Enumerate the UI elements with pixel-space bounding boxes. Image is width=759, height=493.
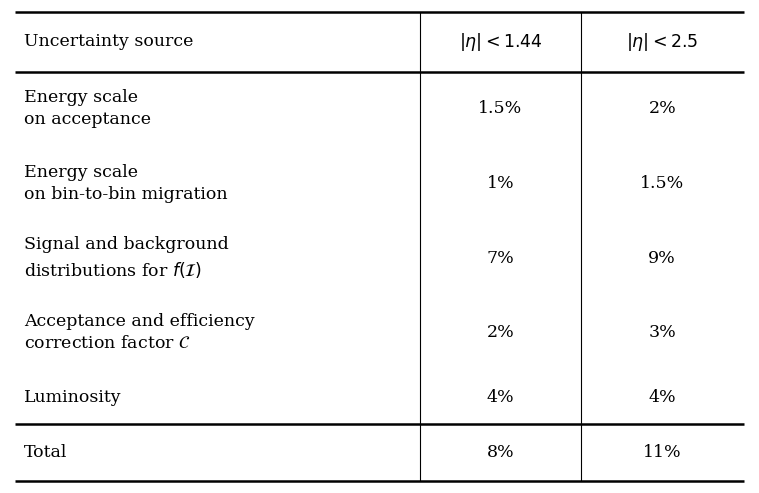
Text: 11%: 11% [643, 444, 682, 461]
Text: $|\eta| < 1.44$: $|\eta| < 1.44$ [458, 31, 542, 53]
Text: 1.5%: 1.5% [640, 175, 685, 192]
Text: Energy scale
on acceptance: Energy scale on acceptance [24, 89, 151, 128]
Text: 4%: 4% [648, 388, 676, 406]
Text: Total: Total [24, 444, 68, 461]
Text: Uncertainty source: Uncertainty source [24, 34, 194, 50]
Text: Signal and background
distributions for $f(\mathcal{I})$: Signal and background distributions for … [24, 236, 229, 280]
Text: 7%: 7% [487, 249, 515, 267]
Text: 1%: 1% [487, 175, 515, 192]
Text: 8%: 8% [487, 444, 515, 461]
Text: Acceptance and efficiency
correction factor $\mathcal{C}$: Acceptance and efficiency correction fac… [24, 313, 255, 352]
Text: 4%: 4% [487, 388, 515, 406]
Text: $|\eta| < 2.5$: $|\eta| < 2.5$ [626, 31, 698, 53]
Text: 3%: 3% [648, 324, 676, 341]
Text: 2%: 2% [648, 101, 676, 117]
Text: 1.5%: 1.5% [478, 101, 523, 117]
Text: Luminosity: Luminosity [24, 388, 122, 406]
Text: 9%: 9% [648, 249, 676, 267]
Text: 2%: 2% [487, 324, 515, 341]
Text: Energy scale
on bin-to-bin migration: Energy scale on bin-to-bin migration [24, 164, 228, 203]
